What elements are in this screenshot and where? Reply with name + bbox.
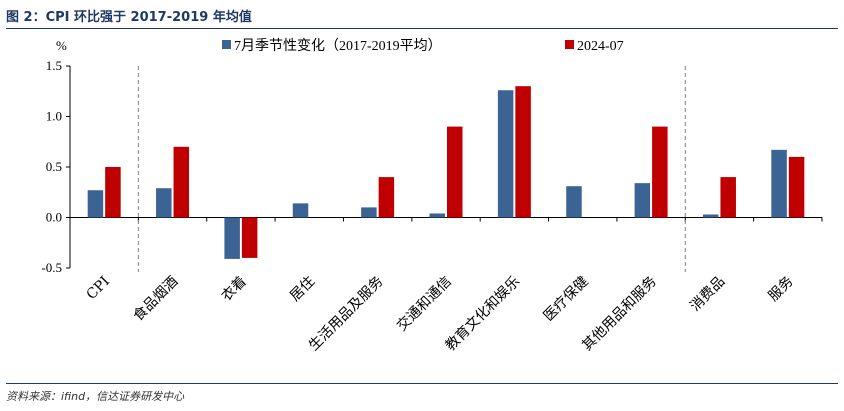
x-category-label: CPI xyxy=(84,274,113,303)
bar-series-1-5 xyxy=(429,213,445,218)
bar-series-1-0 xyxy=(87,190,104,218)
x-category-label: 服务 xyxy=(766,274,797,305)
source-divider xyxy=(6,383,838,384)
y-tick-label: 0.0 xyxy=(46,210,62,225)
bar-series-1-3 xyxy=(292,203,309,218)
bar-series-2-4 xyxy=(378,177,395,218)
bar-series-2-5 xyxy=(447,126,463,218)
bar-series-2-9 xyxy=(720,177,736,218)
bar-series-1-6 xyxy=(497,90,514,218)
y-tick-label: 1.5 xyxy=(46,58,62,73)
legend: 7月季节性变化（2017-2019平均） 2024-07 xyxy=(222,38,624,54)
bar-series-2-6 xyxy=(515,86,531,218)
legend-label-series-2: 2024-07 xyxy=(577,39,624,54)
bar-series-1-10 xyxy=(771,149,787,218)
bar-series-1-4 xyxy=(361,207,377,218)
legend-swatch-series-2 xyxy=(565,40,574,49)
bar-series-1-9 xyxy=(702,214,719,218)
x-category-label: 医疗保健 xyxy=(541,274,592,325)
legend-label-series-1: 7月季节性变化（2017-2019平均） xyxy=(234,38,442,54)
y-tick-label: 1.0 xyxy=(46,109,62,124)
legend-swatch-series-1 xyxy=(222,40,231,49)
y-axis-unit: % xyxy=(56,38,67,53)
x-category-label: 生活用品及服务 xyxy=(306,274,387,355)
bar-series-1-2 xyxy=(224,217,240,259)
x-category-label: 食品烟酒 xyxy=(130,273,182,325)
bar-series-2-10 xyxy=(788,156,805,218)
x-category-label: 居住 xyxy=(287,274,318,305)
bar-series-2-1 xyxy=(173,146,190,218)
x-category-label: 交通和通信 xyxy=(393,273,455,335)
title-divider xyxy=(6,28,838,29)
chart-title: 图 2：CPI 环比强于 2017-2019 年均值 xyxy=(6,10,252,25)
bar-series-1-8 xyxy=(634,183,651,218)
x-category-label: 衣着 xyxy=(219,274,250,305)
y-tick-label: -0.5 xyxy=(41,260,62,275)
y-tick-label: 0.5 xyxy=(46,159,62,174)
bar-series-1-7 xyxy=(566,186,582,218)
bar-series-2-0 xyxy=(105,167,121,218)
bar-series-1-1 xyxy=(156,188,172,218)
x-category-label: 教育文化和娱乐 xyxy=(443,274,524,355)
source-note: 资料来源：ifind，信达证券研发中心 xyxy=(6,390,185,403)
bar-series-2-8 xyxy=(652,126,668,218)
x-category-label: 消费品 xyxy=(687,274,728,315)
x-category-label: 其他用品和服务 xyxy=(579,274,660,355)
bar-series-2-2 xyxy=(241,217,258,258)
